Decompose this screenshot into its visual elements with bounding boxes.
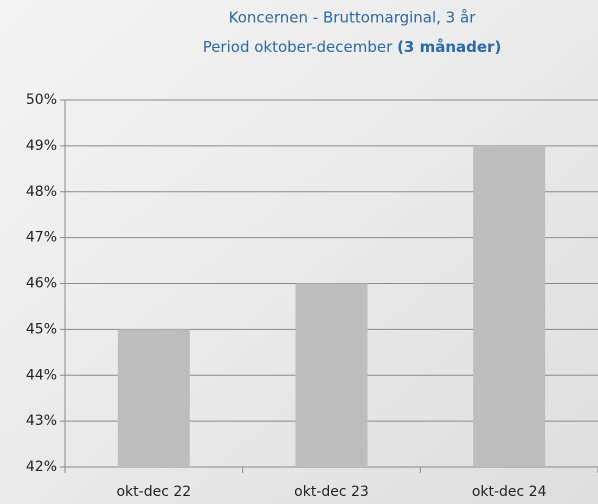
x-tick-label: okt-dec 22 — [116, 484, 191, 500]
chart-subtitle: Period oktober-december (3 månader) — [203, 38, 502, 56]
y-tick-label: 47% — [26, 230, 57, 246]
y-tick-label: 45% — [26, 321, 57, 337]
subtitle-bold: (3 månader) — [397, 38, 501, 56]
y-tick-label: 49% — [26, 138, 57, 154]
bar — [473, 145, 546, 467]
x-tick-label: okt-dec 23 — [294, 484, 369, 500]
bar — [295, 283, 368, 467]
bar — [117, 329, 190, 467]
x-tick-label: okt-dec 24 — [472, 484, 547, 500]
subtitle-text: Period oktober-december — [203, 38, 393, 56]
y-tick-label: 44% — [26, 367, 57, 383]
y-tick-label: 46% — [26, 276, 57, 292]
y-tick-label: 42% — [26, 459, 57, 475]
y-tick-label: 50% — [26, 92, 57, 108]
y-tick-label: 43% — [26, 413, 57, 429]
chart-title: Koncernen - Bruttomarginal, 3 år — [229, 9, 477, 27]
y-tick-label: 48% — [26, 184, 57, 200]
